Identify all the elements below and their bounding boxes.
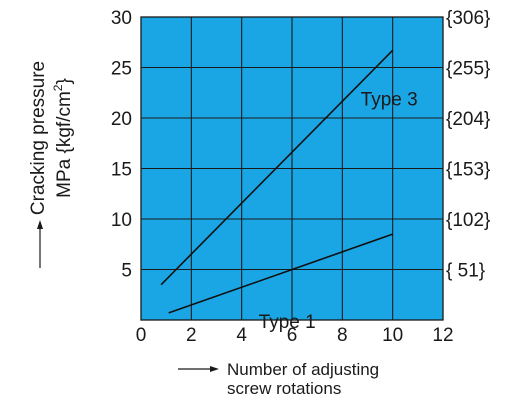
series-line [160, 49, 394, 286]
series-label: Type 3 [361, 89, 418, 110]
x-tick-label: 8 [337, 325, 348, 346]
y-right-tick-label: {204} [446, 109, 490, 130]
y-tick-label: 25 [111, 59, 132, 80]
y-right-tick-label: {102} [446, 210, 490, 231]
y-tick-label: 30 [111, 8, 132, 29]
y-right-tick-label: {255} [446, 59, 490, 80]
y-tick-label: 15 [111, 160, 132, 181]
y-tick-label: 5 [121, 261, 132, 282]
y-right-tick-label: {306} [446, 8, 490, 29]
x-axis-arrow [178, 366, 219, 372]
x-tick-label: 10 [382, 325, 403, 346]
y-axis-label-line1: Cracking pressure [28, 61, 49, 215]
x-axis-label-line1: Number of adjusting [227, 360, 379, 379]
x-tick-labels: 0 2 4 6 8 10 12 [136, 325, 454, 346]
y-tick-labels: 5 10 15 20 25 30 [111, 8, 132, 282]
y-tick-label: 20 [111, 109, 132, 130]
y-right-tick-label: {153} [446, 160, 490, 181]
series-label: Type 1 [259, 312, 316, 333]
y-tick-label: 10 [111, 210, 132, 231]
series-lines: Type 3 Type 1 [160, 49, 418, 333]
grid-lines [141, 17, 443, 320]
y-axis-arrow [37, 220, 43, 268]
y-axis-label-line2: MPa {kgf/cm2} [51, 78, 75, 198]
y-right-tick-labels: { 51} {102} {153} {204} {255} {306} [446, 8, 490, 282]
x-tick-label: 4 [236, 325, 247, 346]
x-tick-label: 2 [186, 325, 197, 346]
x-axis-label-line2: screw rotations [227, 379, 341, 398]
y-right-tick-label: { 51} [446, 261, 485, 282]
x-tick-label: 12 [432, 325, 453, 346]
series-line [168, 233, 393, 314]
x-tick-label: 0 [136, 325, 147, 346]
y-axis-label: Cracking pressure MPa {kgf/cm2} [28, 61, 75, 215]
x-tick-label: 6 [287, 325, 298, 346]
